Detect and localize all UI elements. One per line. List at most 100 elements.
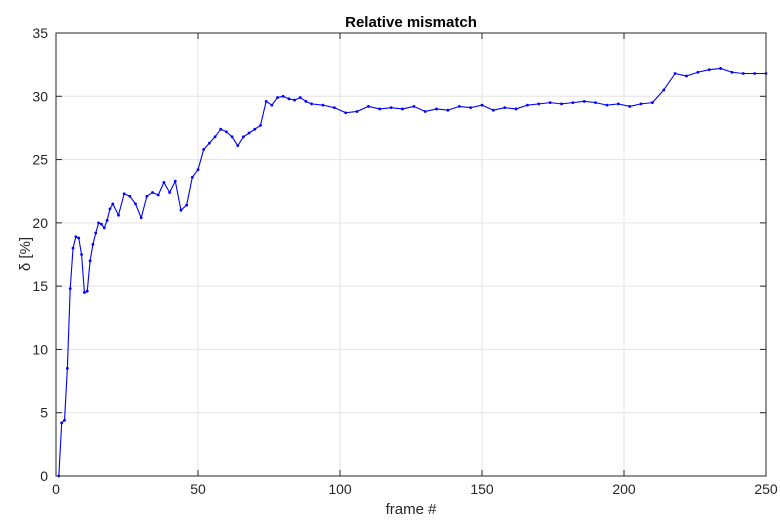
- data-point: [270, 103, 274, 107]
- data-point: [259, 124, 262, 127]
- data-point: [651, 101, 654, 105]
- data-point: [707, 68, 711, 72]
- y-tick-label: 35: [32, 25, 48, 41]
- x-tick-label: 150: [470, 481, 494, 497]
- data-point: [236, 144, 240, 148]
- data-point: [526, 103, 529, 107]
- data-point: [605, 103, 609, 107]
- data-point: [719, 67, 722, 70]
- data-point: [100, 222, 103, 226]
- x-tick-label: 0: [52, 481, 60, 497]
- data-point: [63, 418, 66, 422]
- data-point: [662, 88, 666, 92]
- data-point: [367, 105, 370, 108]
- data-point: [594, 101, 597, 105]
- data-point: [139, 216, 143, 220]
- data-point: [281, 94, 285, 98]
- x-tick-label: 200: [612, 481, 636, 497]
- data-point: [151, 191, 154, 194]
- y-tick-label: 25: [32, 152, 48, 168]
- data-point: [514, 107, 518, 111]
- data-point: [213, 135, 217, 139]
- data-point: [77, 236, 81, 240]
- data-point: [111, 202, 115, 206]
- data-point: [83, 291, 86, 294]
- data-point: [639, 102, 643, 106]
- data-point: [287, 97, 291, 101]
- data-point: [293, 98, 296, 102]
- x-tick-label: 250: [754, 481, 778, 497]
- data-point: [156, 193, 160, 197]
- data-point: [91, 242, 95, 246]
- y-tick-label: 5: [40, 405, 48, 421]
- data-point: [168, 191, 172, 194]
- data-point: [457, 105, 461, 108]
- data-point: [685, 74, 688, 78]
- data-point: [242, 135, 245, 139]
- data-point: [412, 105, 416, 108]
- data-point: [491, 108, 495, 112]
- data-point: [537, 102, 541, 106]
- data-point: [378, 107, 382, 111]
- data-point: [230, 135, 234, 139]
- ticks: 0 50 100 150 200 250 0 5 10 15 20 25 30 35: [32, 25, 777, 497]
- data-point: [102, 226, 106, 230]
- data-point: [310, 102, 313, 106]
- data-point: [423, 110, 427, 113]
- data-point: [321, 103, 325, 107]
- data-point: [753, 72, 757, 75]
- data-point: [202, 148, 206, 151]
- data-point: [435, 107, 438, 111]
- data-point: [571, 101, 575, 105]
- data-point: [94, 231, 98, 235]
- data-point: [122, 192, 126, 196]
- data-point: [264, 99, 268, 103]
- y-tick-label: 10: [32, 341, 48, 357]
- data-point: [344, 111, 348, 115]
- data-point: [179, 208, 183, 212]
- y-axis-label: δ [%]: [17, 237, 34, 271]
- x-tick-label: 50: [190, 481, 206, 497]
- x-tick-label: 100: [328, 481, 352, 497]
- data-point: [673, 72, 677, 75]
- plot-frame: [55, 32, 767, 477]
- data-point: [469, 106, 473, 110]
- data-point: [560, 102, 563, 106]
- plot-background: [56, 33, 766, 476]
- data-point: [60, 421, 64, 425]
- data-point: [503, 106, 507, 110]
- data-point: [616, 102, 620, 106]
- data-point: [105, 218, 109, 222]
- data-point: [298, 96, 302, 99]
- grid: [56, 33, 766, 476]
- data-point: [128, 194, 132, 198]
- data-point: [741, 72, 745, 75]
- data-point: [80, 253, 83, 256]
- data-point: [190, 175, 194, 179]
- data-point: [219, 127, 223, 131]
- data-point: [355, 110, 359, 113]
- data-point: [253, 127, 257, 131]
- data-point: [173, 179, 177, 183]
- data-point: [548, 101, 552, 105]
- x-axis-label: frame #: [386, 501, 438, 518]
- data-point: [65, 367, 69, 370]
- data-point: [446, 108, 450, 112]
- data-point: [696, 70, 700, 74]
- data-point: [389, 106, 393, 110]
- data-point: [582, 99, 586, 103]
- data-point: [225, 130, 228, 134]
- data-point: [108, 207, 112, 211]
- data-point: [196, 168, 200, 172]
- data-point: [88, 259, 92, 263]
- data-point: [207, 141, 211, 145]
- y-tick-label: 20: [32, 215, 48, 231]
- data-point: [145, 194, 149, 198]
- data-point: [85, 289, 89, 293]
- data-point: [97, 221, 100, 225]
- data-point: [332, 106, 336, 110]
- y-tick-label: 0: [40, 468, 48, 484]
- series-layer: [57, 67, 768, 478]
- y-tick-label: 30: [32, 88, 48, 104]
